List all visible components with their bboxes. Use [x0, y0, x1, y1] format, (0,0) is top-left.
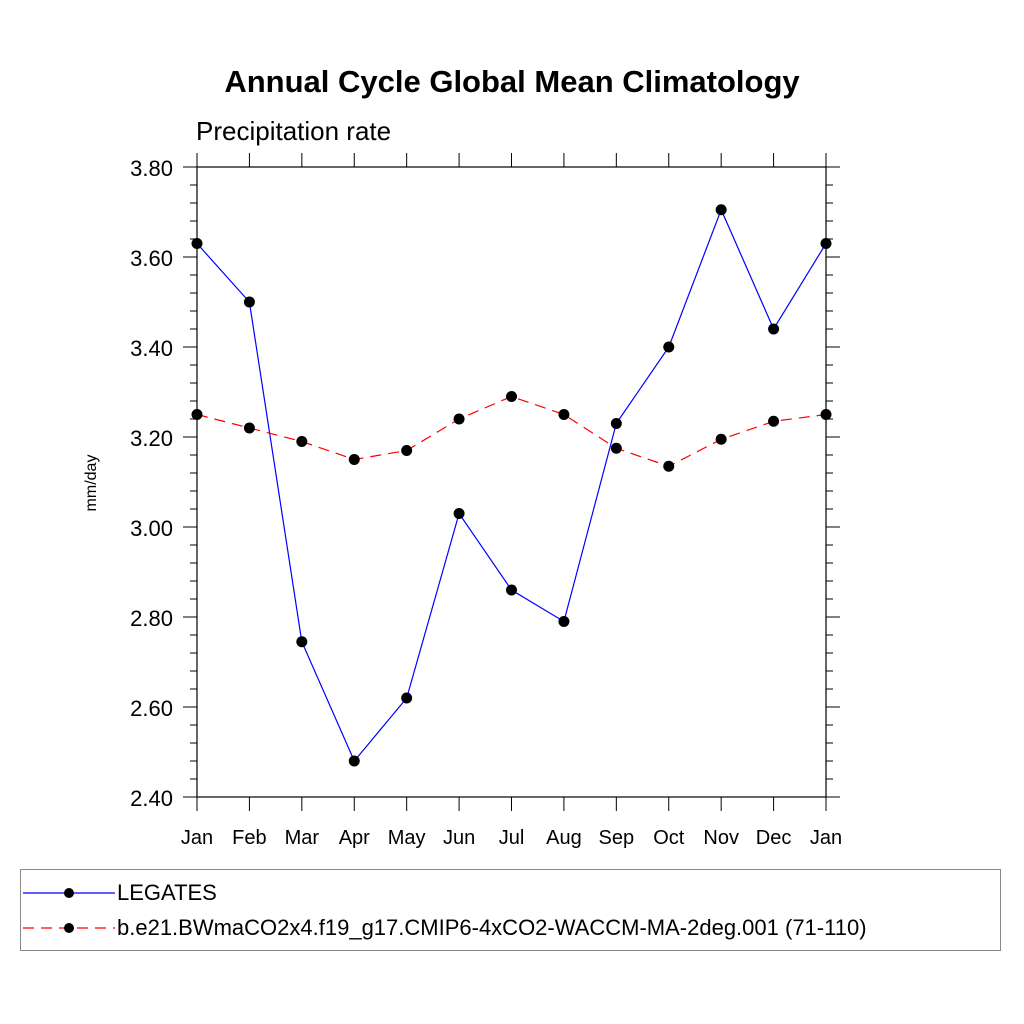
- data-point-0-12: [820, 238, 832, 249]
- plot-frame: [196, 166, 827, 798]
- data-point-0-4: [401, 692, 413, 704]
- data-point-1-11: [768, 415, 780, 427]
- legend: LEGATES b.e21.BWmaCO2x4.f19_g17.CMIP6-4x…: [20, 869, 1001, 951]
- x-tick-label: Sep: [599, 827, 635, 849]
- x-tick-label: Jun: [443, 827, 475, 849]
- data-point-0-5: [453, 508, 465, 519]
- data-point-0-7: [558, 616, 570, 627]
- axes-layer: 2.40 2.60 2.80 3.00 3.20 3.40 3.60 3.80 Jan Feb Ma…: [130, 153, 842, 849]
- data-point-1-5: [453, 413, 465, 425]
- y-tick-label: 2.40: [130, 786, 173, 811]
- legend-label-model: b.e21.BWmaCO2x4.f19_g17.CMIP6-4xCO2-WACC…: [117, 915, 867, 940]
- x-tick-label: Jan: [181, 827, 213, 849]
- x-tick-label: Jan: [810, 827, 842, 849]
- y-tick-label: 3.00: [130, 516, 173, 541]
- data-point-0-0: [191, 238, 203, 249]
- x-tick-label: Mar: [285, 827, 320, 849]
- data-point-1-7: [558, 409, 570, 420]
- data-point-0-3: [348, 755, 360, 767]
- chart-subtitle: Precipitation rate: [196, 116, 392, 146]
- data-point-0-6: [506, 584, 517, 596]
- series-layer: [191, 204, 832, 767]
- y-tick-label: 3.20: [130, 426, 173, 451]
- data-point-1-3: [348, 454, 360, 465]
- x-tick-label: Dec: [756, 827, 792, 849]
- y-tick-label: 2.80: [130, 606, 173, 631]
- data-point-0-11: [768, 323, 780, 335]
- data-point-0-1: [243, 296, 255, 308]
- y-tick-label: 3.60: [130, 246, 173, 271]
- x-tick-label: Jul: [499, 827, 525, 849]
- y-tick-label: 3.40: [130, 336, 173, 361]
- x-tick-label: Oct: [653, 827, 685, 849]
- x-tick-label: Feb: [232, 827, 266, 849]
- data-point-1-12: [820, 409, 832, 420]
- y-tick-label: 3.80: [130, 156, 173, 181]
- data-point-1-6: [506, 391, 517, 402]
- data-point-1-4: [401, 445, 413, 456]
- data-point-1-2: [296, 436, 308, 447]
- data-point-0-8: [610, 418, 622, 429]
- legend-key-model: [23, 923, 115, 933]
- data-point-0-2: [296, 636, 308, 648]
- data-point-1-1: [243, 422, 255, 434]
- data-point-1-8: [610, 442, 622, 454]
- legend-label-legates: LEGATES: [117, 880, 217, 905]
- series-line-1: [196, 395, 827, 467]
- data-point-0-9: [663, 341, 675, 353]
- y-tick-label: 2.60: [130, 696, 173, 721]
- legend-entry-legates: LEGATES: [21, 878, 1000, 908]
- x-tick-label: Aug: [546, 827, 582, 849]
- data-point-1-0: [191, 409, 203, 420]
- x-tick-label: May: [388, 827, 426, 849]
- series-line-0: [196, 208, 827, 763]
- data-point-1-10: [715, 433, 727, 445]
- data-point-1-9: [663, 460, 675, 472]
- x-tick-label: Nov: [703, 827, 739, 849]
- legend-key-legates: [23, 888, 115, 898]
- legend-entry-model: b.e21.BWmaCO2x4.f19_g17.CMIP6-4xCO2-WACC…: [21, 913, 1000, 943]
- chart-title: Annual Cycle Global Mean Climatology: [224, 64, 800, 99]
- x-tick-label: Apr: [339, 827, 370, 849]
- data-point-0-10: [715, 204, 727, 216]
